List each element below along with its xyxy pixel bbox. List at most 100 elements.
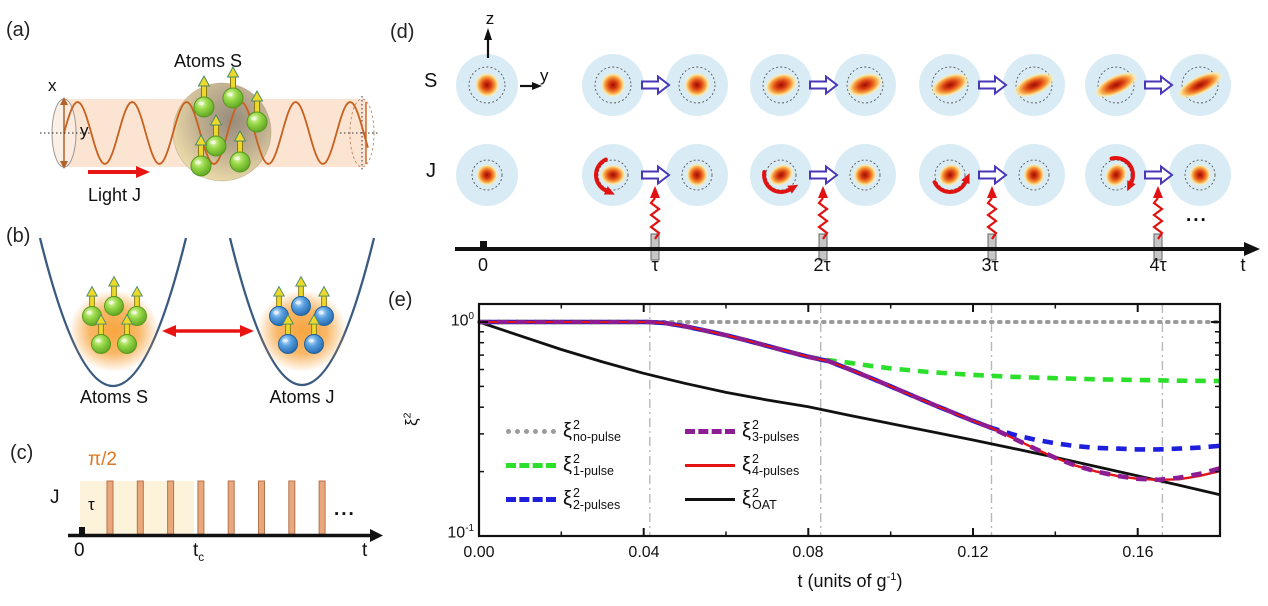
panel-d-tick-0: 0	[477, 255, 489, 275]
pulse-bar	[227, 480, 235, 535]
legend-label-3-pulses: ξ 2 3-pulses	[742, 417, 800, 444]
j-state-blob	[938, 163, 962, 187]
panel-c-pulse-sequence	[68, 480, 383, 542]
s-state-blob	[1013, 72, 1055, 98]
pulse-bar	[167, 480, 175, 535]
pulse-bar	[318, 480, 326, 535]
panel-a-light-label: Light J	[88, 185, 142, 205]
right-potential-well	[228, 237, 376, 387]
s-state-uncertainty-circle	[678, 66, 716, 104]
squeezing-chart	[477, 302, 1222, 538]
panel-c-ellipsis: ...	[334, 499, 356, 520]
light-wave	[63, 101, 369, 165]
panel-b-atoms-s-label: Atoms S	[79, 387, 149, 407]
panel-b-two-wells-schematic	[38, 237, 376, 388]
legend-label-1-pulse: ξ 2 1-pulse	[563, 451, 614, 478]
panel-a-light-atoms-schematic	[40, 67, 378, 182]
rotation-arrowhead	[603, 186, 615, 195]
legend-sample-4-pulses	[685, 463, 735, 467]
panel-c-tc-label: tc	[193, 540, 205, 564]
exchange-arrowhead-left	[162, 325, 176, 337]
j-state-uncertainty-circle	[1184, 159, 1216, 191]
legend-item-no-pulse: ξ 2 no-pulse	[506, 417, 621, 444]
j-state-blob	[600, 164, 626, 186]
x-tick-2: 0.08	[792, 544, 824, 561]
evolution-step-arrow	[1144, 74, 1174, 96]
legend-item-2-pulses: ξ 2 2-pulses	[506, 486, 620, 511]
j-state-blob	[853, 163, 877, 187]
s-state-uncertainty-circle	[762, 66, 800, 104]
pulse-photon-squiggle	[1152, 197, 1164, 240]
beam-right-cap	[349, 98, 375, 168]
legend-sample-oat	[685, 497, 735, 501]
s-state-blob	[847, 72, 883, 98]
panel-c-origin-label: 0	[74, 540, 85, 561]
evolution-step-arrow	[641, 74, 671, 96]
legend-sample-2-pulses	[506, 496, 556, 502]
pulse-bar	[288, 480, 296, 535]
j-state-uncertainty-circle	[471, 159, 503, 191]
curve-1-pulse	[479, 319, 1221, 384]
j-state-blob	[686, 163, 708, 187]
s-state-blob	[1094, 71, 1138, 99]
s-state-uncertainty-circle	[468, 66, 506, 104]
s-state-uncertainty-circle	[1015, 66, 1053, 104]
pulse-bar	[106, 480, 114, 535]
legend-label-oat: ξ 2 OAT	[742, 485, 777, 512]
panel-c-tau-label: τ	[88, 495, 95, 514]
y-axis-title: ξ2	[401, 412, 422, 426]
panel-d-row-s-label: S	[424, 70, 438, 92]
rotation-arrowhead	[1127, 180, 1136, 192]
s-state-uncertainty-circle	[1097, 66, 1135, 104]
d-origin-tick	[480, 241, 487, 249]
x-tick-0: 0.00	[463, 544, 495, 561]
rotation-arrow-arc	[932, 180, 968, 194]
y-axis-arrowhead	[532, 82, 542, 90]
panel-a-label: (a)	[6, 19, 31, 41]
panel-d-state-evolution	[455, 28, 1260, 261]
pulse-bar	[136, 480, 144, 535]
pulse-bar	[197, 480, 205, 535]
rotation-arrow-arc	[762, 170, 792, 194]
time-axis-arrowhead	[370, 529, 383, 542]
s-state-uncertainty-circle	[1181, 66, 1219, 104]
j-state-blob	[768, 164, 794, 186]
legend-label-no-pulse: ξ 2 no-pulse	[563, 417, 621, 444]
panel-d-tick-3tau: 3τ	[981, 255, 999, 275]
panel-c-t-label: t	[362, 540, 368, 561]
exchange-arrowhead-right	[240, 325, 254, 337]
z-axis-arrowhead	[484, 28, 492, 40]
j-state-uncertainty-circle	[849, 159, 881, 191]
panel-c-pulse-angle-label: π/2	[88, 449, 117, 470]
legend-sample-1-pulse	[506, 462, 556, 468]
chart-curves	[477, 319, 1222, 497]
panel-d-z-axis-label: z	[485, 9, 495, 28]
chart-ticks	[478, 304, 1220, 537]
legend-item-4-pulses: ξ 2 4-pulses	[685, 451, 800, 478]
evolution-step-arrow	[1144, 164, 1174, 186]
legend-label-4-pulses: ξ 2 4-pulses	[742, 451, 800, 478]
s-state-blob	[764, 72, 798, 98]
panel-b-atoms-j-label: Atoms J	[269, 387, 335, 407]
pulse-photon-squiggle	[649, 197, 661, 240]
panel-a-y-axis-label: y	[80, 121, 89, 140]
s-state-blob	[474, 72, 500, 98]
y-tick-1: 100	[450, 311, 474, 330]
j-state-blob	[1104, 163, 1128, 187]
s-state-blob	[600, 72, 626, 98]
s-state-uncertainty-circle	[931, 66, 969, 104]
light-wave-path	[63, 101, 369, 165]
panel-a-x-axis-label: x	[48, 76, 57, 95]
chart-gridlines	[649, 304, 1164, 536]
pulse-photon-arrowhead	[818, 186, 828, 198]
origin-tick	[79, 527, 85, 535]
panel-d-ellipsis: ...	[1186, 205, 1208, 226]
s-state-blob	[683, 72, 711, 98]
j-state-uncertainty-circle	[681, 159, 713, 191]
x-tick-1: 0.04	[628, 544, 660, 561]
j-state-uncertainty-circle	[765, 159, 797, 191]
s-state-blob	[1177, 71, 1223, 99]
x-tick-3: 0.12	[957, 544, 989, 561]
x-axis-title: t (units of g-1)	[797, 571, 903, 591]
